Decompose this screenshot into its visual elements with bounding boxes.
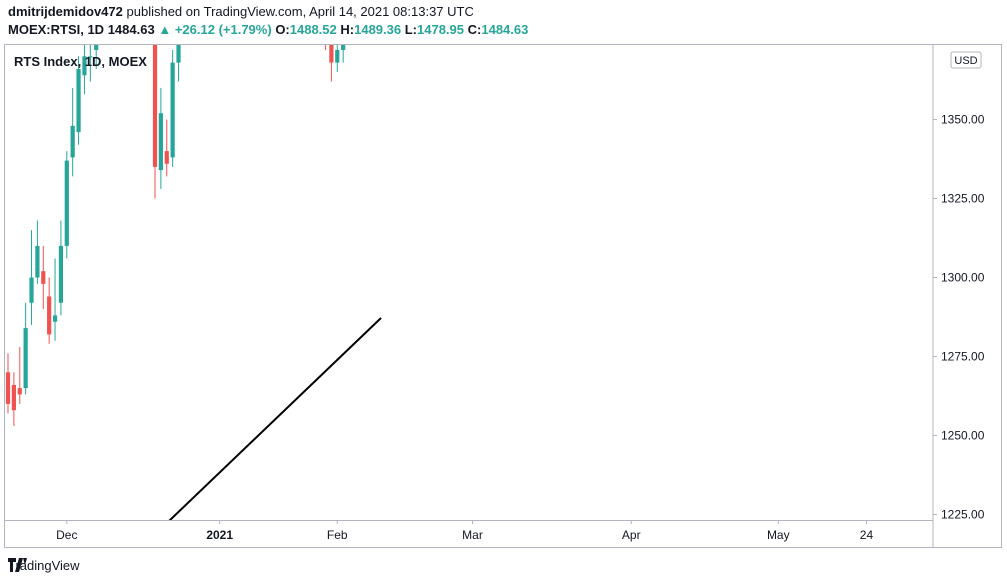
candle-body bbox=[335, 49, 340, 63]
candle-body bbox=[58, 245, 64, 303]
candle-body bbox=[64, 160, 69, 246]
price-change: +26.12 (+1.79%) bbox=[174, 22, 272, 37]
x-tick-label: 2021 bbox=[206, 528, 233, 542]
candle-body bbox=[23, 328, 28, 389]
chart-frame[interactable] bbox=[4, 44, 1002, 548]
candle-body bbox=[76, 68, 81, 133]
open-value: 1488.52 bbox=[289, 22, 337, 37]
published-text: published on TradingView.com, April 14, … bbox=[126, 4, 474, 19]
x-tick-label: 24 bbox=[860, 528, 874, 542]
candle-body bbox=[170, 62, 175, 158]
candle-body bbox=[341, 45, 346, 50]
candle-body bbox=[11, 384, 16, 411]
symbol-info: MOEX:RTSI, 1D 1484.63 ▲ +26.12 (+1.79%) … bbox=[8, 22, 528, 37]
high-value: 1489.36 bbox=[354, 22, 402, 37]
low-value: 1478.95 bbox=[417, 22, 465, 37]
candle-body bbox=[164, 151, 169, 164]
x-tick-label: Apr bbox=[622, 528, 641, 542]
low-label: L: bbox=[404, 22, 418, 37]
y-tick-label: 1300.00 bbox=[941, 271, 985, 285]
y-tick-label: 1325.00 bbox=[941, 192, 985, 206]
candle-body bbox=[35, 245, 40, 278]
trend-line bbox=[168, 317, 382, 520]
x-tick-label: May bbox=[767, 528, 790, 542]
close-value: 1484.63 bbox=[481, 22, 529, 37]
high-label: H: bbox=[340, 22, 355, 37]
plot-area[interactable] bbox=[5, 0, 933, 521]
candle-body bbox=[182, 0, 186, 25]
candle-body bbox=[70, 125, 75, 158]
candle-body bbox=[82, 56, 87, 76]
candle-body bbox=[41, 271, 46, 284]
symbol-name: MOEX:RTSI, 1D bbox=[8, 22, 105, 37]
publish-info: dmitrijdemidov472 published on TradingVi… bbox=[8, 4, 474, 19]
candle-body bbox=[29, 277, 34, 303]
footer: TradingView bbox=[8, 558, 80, 573]
candle-body bbox=[5, 372, 11, 404]
candle-body bbox=[88, 56, 93, 58]
candle-body bbox=[100, 0, 104, 18]
close-label: C: bbox=[467, 22, 482, 37]
last-price: 1484.63 bbox=[107, 22, 155, 37]
y-tick-label: 1275.00 bbox=[941, 350, 985, 364]
x-tick-label: Mar bbox=[462, 528, 483, 542]
candle-body bbox=[52, 315, 58, 322]
author-name[interactable]: dmitrijdemidov472 bbox=[8, 4, 123, 19]
y-tick-label: 1250.00 bbox=[941, 429, 985, 443]
currency-badge[interactable] bbox=[950, 51, 982, 69]
y-tick-label: 1350.00 bbox=[941, 113, 985, 127]
currency-label: USD bbox=[954, 55, 977, 67]
candle-body bbox=[176, 45, 181, 63]
candle-body bbox=[152, 45, 158, 167]
candle-body bbox=[158, 113, 163, 171]
tradingview-logo-icon bbox=[8, 558, 27, 572]
candle-body bbox=[17, 388, 22, 395]
x-tick-label: Feb bbox=[327, 528, 348, 542]
candle-body bbox=[329, 45, 334, 63]
candle-body bbox=[323, 0, 327, 25]
open-label: O: bbox=[275, 22, 290, 37]
y-tick-label: 1225.00 bbox=[941, 508, 985, 522]
candle-body bbox=[47, 296, 52, 335]
candle-body bbox=[94, 45, 99, 50]
up-arrow-icon: ▲ bbox=[158, 22, 172, 37]
x-tick-label: Dec bbox=[56, 528, 77, 542]
chart-title: RTS Index, 1D, MOEX bbox=[14, 54, 147, 69]
